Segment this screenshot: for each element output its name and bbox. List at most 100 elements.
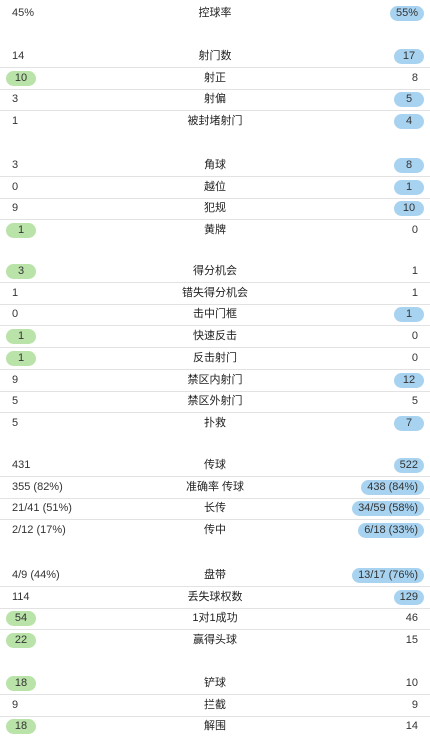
stat-label: 射正 — [204, 71, 226, 84]
home-value: 1 — [6, 350, 36, 366]
stat-label: 黄牌 — [204, 224, 226, 237]
stat-label: 传中 — [204, 524, 226, 537]
home-value: 3 — [6, 264, 36, 279]
stat-row: 5 扑救 7 — [0, 413, 430, 434]
stat-row: 3 射偏 5 — [0, 89, 430, 112]
away-value: 1 — [411, 286, 418, 299]
stat-row: 4/9 (44%) 盘带 13/17 (76%) — [0, 565, 430, 587]
stat-label: 快速反击 — [193, 330, 237, 343]
home-value: 18 — [6, 676, 36, 691]
stat-row: 114 丢失球权数 129 — [0, 587, 430, 609]
away-value: 5 — [394, 92, 424, 108]
home-value: 5 — [12, 395, 19, 408]
away-value: 13/17 (76%) — [352, 568, 424, 583]
home-value: 2/12 (17%) — [12, 524, 66, 537]
away-value: 8 — [394, 158, 424, 173]
away-value: 0 — [411, 330, 418, 343]
home-value: 9 — [12, 202, 19, 215]
stat-row: 10 射正 8 — [0, 68, 430, 90]
away-value: 4 — [394, 114, 424, 130]
away-value: 10 — [394, 201, 424, 217]
stat-row: 1 错失得分机会 1 — [0, 283, 430, 305]
home-value: 1 — [12, 115, 19, 128]
stat-label: 1对1成功 — [192, 612, 238, 625]
home-value: 1 — [6, 223, 36, 239]
home-value: 4/9 (44%) — [12, 569, 60, 581]
stat-label: 犯规 — [204, 202, 226, 215]
away-value: 12 — [394, 372, 424, 388]
stat-label: 长传 — [204, 502, 226, 515]
stat-label: 盘带 — [204, 569, 226, 581]
away-value: 5 — [411, 395, 418, 408]
stat-row: 1 被封堵射门 4 — [0, 111, 430, 132]
stat-row: 9 犯规 10 — [0, 198, 430, 221]
away-value: 438 (84%) — [361, 479, 424, 495]
stat-label: 禁区外射门 — [187, 395, 243, 408]
home-value: 5 — [12, 416, 19, 429]
home-value: 9 — [12, 698, 19, 711]
stat-label: 射偏 — [204, 93, 226, 106]
stat-row: 3 角球 8 — [0, 155, 430, 177]
home-value: 10 — [6, 70, 36, 86]
away-value: 0 — [411, 224, 418, 237]
away-value: 9 — [411, 698, 418, 711]
home-value: 21/41 (51%) — [12, 502, 72, 515]
away-value: 6/18 (33%) — [358, 523, 424, 539]
away-value: 0 — [411, 351, 418, 364]
stat-row: 431 传球 522 — [0, 455, 430, 477]
away-value: 1 — [394, 179, 424, 195]
away-value: 7 — [394, 415, 424, 431]
stat-row: 1 反击射门 0 — [0, 348, 430, 370]
home-value: 114 — [12, 590, 30, 603]
stat-row: 3 得分机会 1 — [0, 261, 430, 283]
home-value: 1 — [6, 329, 36, 345]
stat-row: 22 赢得头球 15 — [0, 630, 430, 651]
stat-row: 1 黄牌 0 — [0, 220, 430, 241]
away-value: 34/59 (58%) — [352, 501, 424, 517]
home-value: 9 — [12, 373, 19, 386]
stat-label: 解围 — [204, 720, 226, 733]
home-value: 431 — [12, 459, 31, 471]
away-value: 55% — [389, 6, 424, 21]
stat-row: 5 禁区外射门 5 — [0, 391, 430, 414]
home-value: 3 — [12, 159, 19, 171]
stat-label: 准确率 传球 — [185, 480, 245, 493]
stat-row: 9 禁区内射门 12 — [0, 370, 430, 392]
stat-label: 铲球 — [204, 677, 226, 689]
stat-row: 18 铲球 10 — [0, 673, 430, 695]
stat-label: 反击射门 — [193, 351, 237, 364]
stat-row: 1 快速反击 0 — [0, 326, 430, 349]
stat-label: 扑救 — [204, 416, 226, 429]
stat-row: 45% 控球率 55% — [0, 3, 430, 24]
home-value: 45% — [12, 7, 35, 19]
home-value: 355 (82%) — [12, 480, 63, 493]
stat-label: 角球 — [204, 159, 226, 171]
away-value: 1 — [411, 265, 418, 277]
stat-label: 赢得头球 — [193, 634, 237, 647]
away-value: 15 — [405, 634, 418, 647]
stat-row: 54 1对1成功 46 — [0, 608, 430, 631]
stat-row: 355 (82%) 准确率 传球 438 (84%) — [0, 477, 430, 499]
stat-label: 得分机会 — [193, 265, 237, 277]
away-value: 14 — [405, 720, 418, 733]
home-value: 0 — [12, 308, 19, 321]
away-value: 522 — [393, 458, 424, 473]
stat-row: 2/12 (17%) 传中 6/18 (33%) — [0, 520, 430, 541]
stat-label: 击中门框 — [193, 308, 237, 321]
home-value: 22 — [6, 633, 36, 649]
away-value: 10 — [405, 677, 418, 689]
away-value: 46 — [405, 612, 418, 625]
home-value: 18 — [6, 719, 36, 735]
stat-label: 禁区内射门 — [187, 373, 243, 386]
home-value: 0 — [12, 180, 19, 193]
away-value: 129 — [393, 589, 424, 605]
stat-label: 被封堵射门 — [187, 115, 243, 128]
stat-label: 越位 — [204, 180, 226, 193]
away-value: 17 — [394, 49, 424, 64]
stat-row: 0 越位 1 — [0, 177, 430, 199]
stat-label: 丢失球权数 — [187, 590, 243, 603]
home-value: 1 — [12, 286, 19, 299]
home-value: 14 — [12, 50, 25, 62]
stat-label: 错失得分机会 — [182, 286, 248, 299]
